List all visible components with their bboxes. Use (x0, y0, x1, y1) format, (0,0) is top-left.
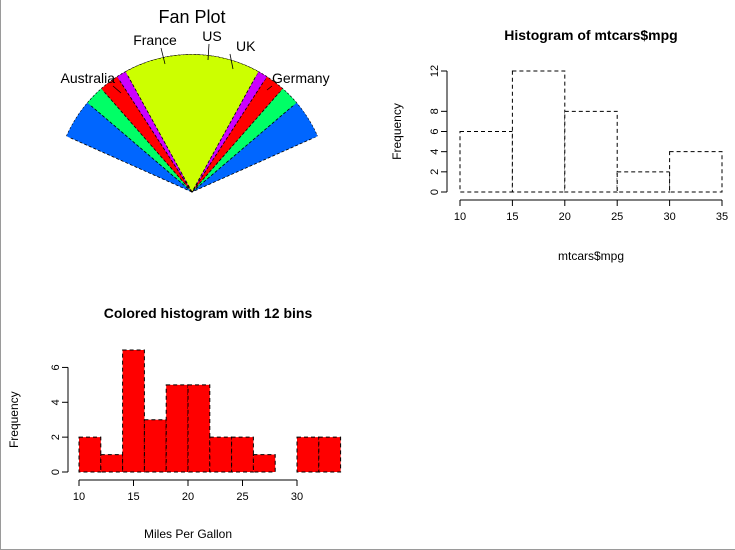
hist-2-y-tick-label: 2 (50, 434, 62, 440)
hist-2-bar (165, 384, 189, 473)
hist-2-x-tick-label: 25 (236, 491, 248, 503)
hist-1-y-tick-label: 2 (429, 169, 441, 175)
hist-2-y-tick-label: 0 (50, 469, 62, 475)
fan-label-uk: UK (236, 38, 256, 54)
hist-2-bar (100, 454, 124, 473)
hist-2-x-tick-label: 30 (291, 491, 303, 503)
hist-2-bar (231, 436, 254, 473)
hist-1-x-tick-label: 25 (611, 211, 623, 223)
hist-1-bar (616, 171, 671, 193)
hist-2-bar (187, 384, 211, 473)
hist-2-ylabel: Frequency (7, 391, 21, 448)
hist-1-x-tick-label: 15 (506, 211, 518, 223)
hist-2-y-tick-label: 6 (50, 364, 62, 370)
fan-label-australia: Australia (61, 70, 116, 86)
hist-2-bar (209, 436, 233, 473)
hist-1-x-tick-label: 30 (663, 211, 675, 223)
fan-leader-3 (266, 85, 273, 91)
hist-1-y-tick-label: 6 (429, 128, 441, 134)
fan-leader-1 (229, 53, 234, 70)
hist-1-y-tick-label: 0 (429, 189, 441, 195)
hist-1-y-tick-label: 12 (429, 65, 441, 77)
hist-2-bar (122, 349, 145, 473)
fan-rim-uk (125, 54, 259, 76)
fan-leader-4 (160, 47, 166, 65)
hist-1-y-tick-label: 4 (429, 149, 441, 155)
hist-2-bar (143, 419, 167, 473)
hist-2-title: Colored histogram with 12 bins (104, 305, 313, 321)
fan-leader-0 (207, 43, 210, 61)
hist-1-bar (564, 110, 618, 193)
hist-1-ylabel: Frequency (390, 103, 404, 160)
hist-2-x-tick-label: 10 (73, 491, 85, 503)
hist-2-bar (252, 454, 276, 473)
hist-2-bar (296, 436, 320, 473)
fan-label-us: US (202, 28, 221, 44)
hist-1-bar (669, 151, 723, 193)
fan-leader-2 (112, 85, 122, 94)
hist-2-xlabel: Miles Per Gallon (144, 527, 232, 541)
hist-1-bar (511, 70, 566, 193)
fan-label-germany: Germany (272, 70, 330, 86)
hist-1-bar (459, 131, 513, 193)
hist-1-xlabel: mtcars$mpg (558, 249, 624, 263)
fan-rim-outline-uk (125, 54, 259, 72)
hist-2-x-tick-label: 15 (127, 491, 139, 503)
hist-2-bar (78, 436, 102, 473)
hist-1-x-tick-label: 20 (559, 211, 571, 223)
hist-2-bar (318, 436, 342, 473)
hist-1-x-tick-label: 35 (716, 211, 728, 223)
hist-2-x-tick-label: 20 (182, 491, 194, 503)
fan-title: Fan Plot (158, 7, 225, 27)
hist-1-title: Histogram of mtcars$mpg (504, 27, 677, 43)
hist-1-y-tick-label: 8 (429, 108, 441, 114)
fan-label-france: France (133, 32, 177, 48)
hist-1-x-tick-label: 10 (454, 211, 466, 223)
hist-2-y-tick-label: 4 (50, 399, 62, 405)
